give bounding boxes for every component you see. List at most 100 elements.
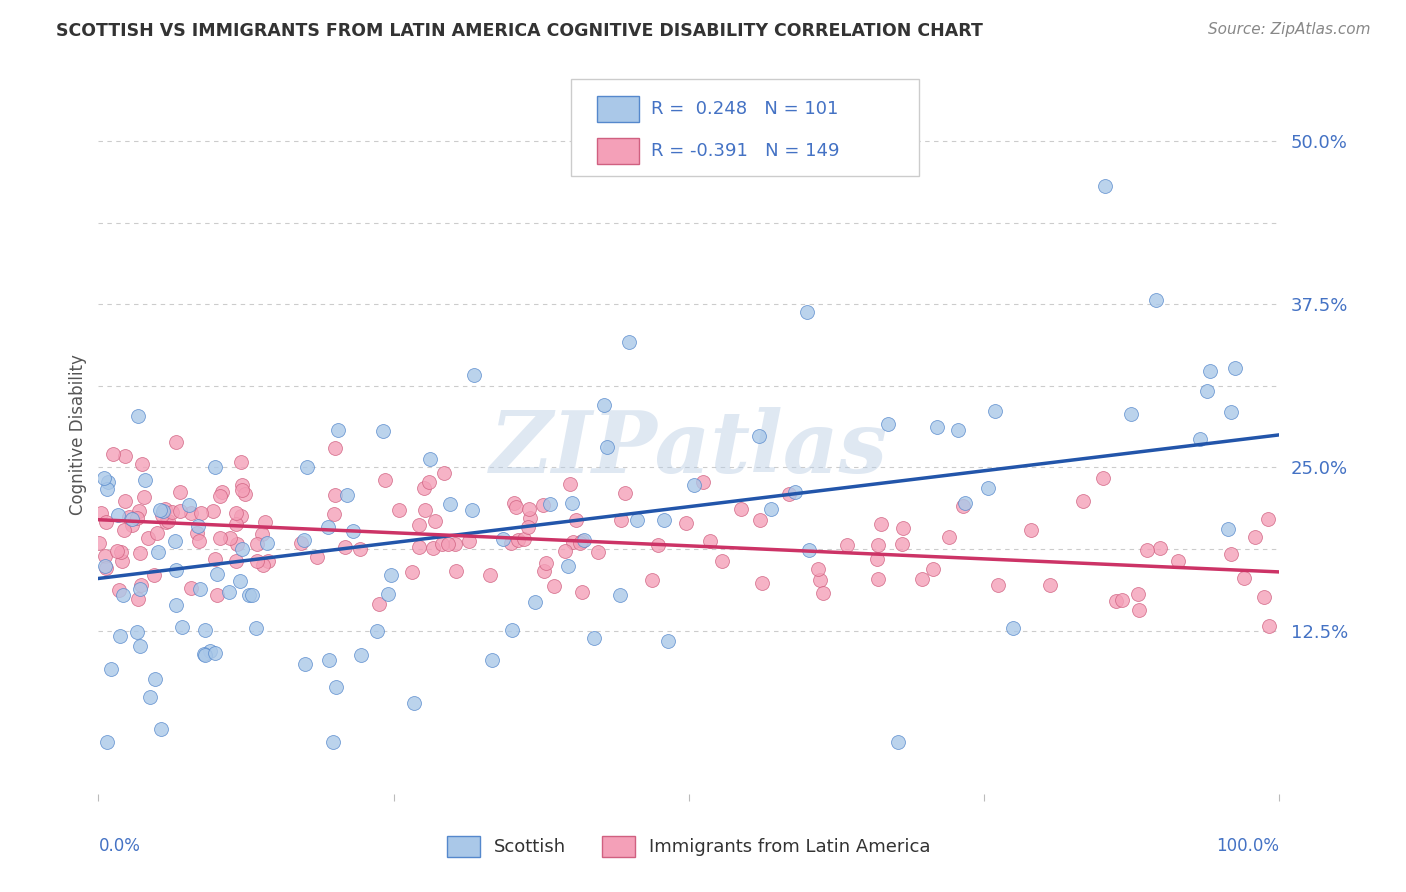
Point (87, 536, 110, 550)
Point (165, 563, 187, 577)
Point (1257, 512, 1279, 526)
Point (1220, 405, 1243, 419)
Point (150, 722, 173, 736)
Point (246, 554, 269, 568)
Point (481, 652, 503, 666)
Point (1126, 587, 1149, 601)
Point (292, 533, 315, 548)
Point (404, 696, 426, 710)
Text: 100.0%: 100.0% (1216, 837, 1279, 855)
Point (231, 509, 253, 524)
Point (323, 442, 346, 456)
Point (90, 506, 112, 520)
FancyBboxPatch shape (596, 96, 640, 122)
Point (564, 513, 586, 527)
Point (231, 541, 253, 556)
Point (808, 574, 831, 588)
Point (444, 564, 467, 578)
Point (157, 514, 180, 528)
Point (572, 533, 595, 547)
Point (891, 537, 914, 551)
Point (118, 510, 141, 524)
Point (1071, 493, 1094, 508)
Point (492, 533, 515, 547)
Point (519, 511, 541, 525)
Point (194, 648, 217, 662)
Point (245, 621, 267, 635)
Point (246, 537, 269, 551)
Point (108, 629, 131, 643)
Point (561, 496, 583, 510)
Point (114, 494, 136, 508)
Point (218, 585, 240, 599)
Point (811, 585, 834, 599)
Point (250, 527, 273, 541)
Point (290, 535, 312, 549)
Point (977, 481, 1000, 495)
Point (870, 516, 893, 531)
Point (562, 535, 585, 549)
Point (114, 450, 136, 464)
Point (129, 582, 152, 596)
Point (730, 502, 752, 516)
Text: R =  0.248   N = 101: R = 0.248 N = 101 (651, 100, 838, 119)
Point (799, 543, 821, 558)
Point (180, 506, 202, 520)
Point (683, 478, 706, 492)
Point (877, 417, 900, 431)
Point (418, 475, 440, 489)
Point (209, 531, 232, 545)
Point (127, 409, 149, 424)
Point (211, 484, 233, 499)
Point (374, 473, 396, 487)
Point (165, 599, 187, 613)
Point (226, 537, 249, 551)
Point (143, 673, 166, 687)
Point (891, 521, 914, 535)
Point (835, 538, 858, 552)
Point (186, 526, 208, 541)
Point (349, 541, 371, 556)
Point (187, 519, 209, 533)
Point (444, 537, 467, 551)
Point (342, 524, 364, 538)
Legend: Scottish, Immigrants from Latin America: Scottish, Immigrants from Latin America (447, 836, 931, 856)
Point (240, 588, 263, 602)
Point (543, 579, 565, 593)
Point (778, 487, 800, 501)
Point (1258, 619, 1281, 633)
Point (987, 578, 1010, 592)
Point (538, 497, 561, 511)
Point (423, 514, 446, 528)
Point (190, 506, 212, 520)
Point (336, 488, 359, 502)
Point (610, 513, 633, 527)
Point (294, 657, 316, 672)
Point (948, 423, 970, 437)
Point (380, 568, 402, 582)
Point (325, 680, 347, 694)
Point (169, 485, 191, 500)
Point (432, 537, 454, 551)
Point (499, 535, 522, 549)
Point (131, 578, 153, 592)
Point (419, 451, 441, 466)
Point (377, 587, 399, 601)
Point (225, 554, 247, 568)
Point (652, 513, 675, 527)
Point (165, 435, 187, 450)
Point (129, 546, 152, 560)
Point (1218, 522, 1240, 536)
Point (205, 588, 228, 602)
Point (557, 558, 579, 573)
Point (524, 594, 547, 608)
Point (1002, 622, 1025, 636)
Point (110, 545, 132, 559)
Point (439, 497, 461, 511)
Point (657, 634, 679, 648)
Point (170, 620, 193, 634)
Point (619, 334, 641, 349)
Point (571, 533, 593, 548)
Point (152, 504, 174, 518)
Point (225, 517, 247, 532)
